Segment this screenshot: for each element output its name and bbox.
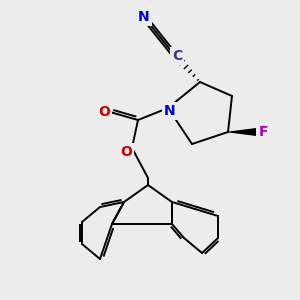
Text: O: O	[98, 105, 110, 119]
Text: N: N	[138, 10, 150, 24]
Polygon shape	[228, 128, 256, 136]
Text: C: C	[172, 49, 182, 63]
Text: F: F	[259, 125, 269, 139]
Text: O: O	[120, 145, 132, 159]
Text: N: N	[164, 104, 176, 118]
